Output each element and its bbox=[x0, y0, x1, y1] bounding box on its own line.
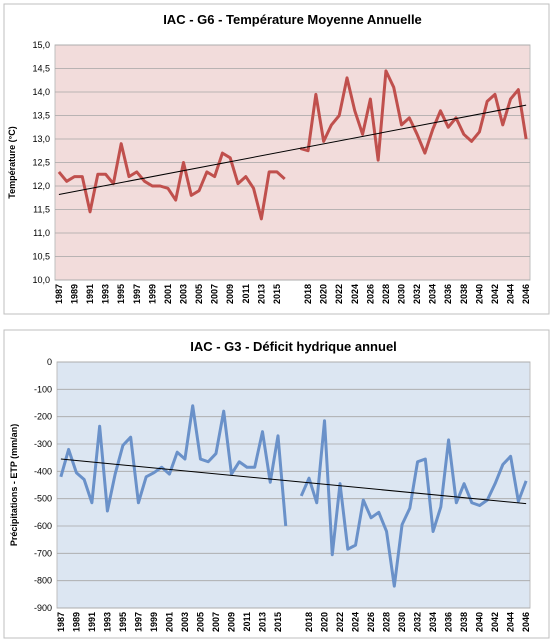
y-tick-label: -300 bbox=[34, 439, 52, 449]
x-tick-label: 2034 bbox=[428, 284, 438, 304]
x-tick-label: 2036 bbox=[443, 284, 453, 304]
x-tick-label: 1989 bbox=[69, 284, 79, 304]
x-tick-label: 2020 bbox=[319, 284, 329, 304]
y-tick-label: 15,0 bbox=[32, 40, 50, 50]
chart-title: IAC - G3 - Déficit hydrique annuel bbox=[190, 339, 397, 354]
x-tick-label: 1995 bbox=[116, 284, 126, 304]
chart-title: IAC - G6 - Température Moyenne Annuelle bbox=[163, 12, 422, 27]
x-tick-label: 2001 bbox=[163, 284, 173, 304]
x-tick-label: 2015 bbox=[273, 612, 283, 632]
y-tick-label: 11,0 bbox=[33, 228, 50, 238]
y-tick-label: 13,0 bbox=[32, 134, 50, 144]
x-tick-label: 2007 bbox=[210, 284, 220, 304]
y-tick-label: -600 bbox=[34, 521, 52, 531]
x-tick-label: 2011 bbox=[242, 612, 252, 632]
y-tick-label: -400 bbox=[34, 466, 52, 476]
x-tick-label: 2044 bbox=[506, 284, 516, 304]
x-tick-label: 2003 bbox=[178, 284, 188, 304]
x-tick-label: 2038 bbox=[459, 612, 469, 632]
x-tick-label: 2028 bbox=[382, 612, 392, 632]
y-tick-label: -700 bbox=[34, 548, 52, 558]
x-tick-label: 2009 bbox=[225, 284, 235, 304]
x-tick-label: 1989 bbox=[71, 612, 81, 632]
y-tick-label: 12,5 bbox=[32, 158, 50, 168]
x-tick-label: 1991 bbox=[85, 284, 95, 304]
trend-line bbox=[60, 458, 527, 505]
y-tick-label: 11,5 bbox=[33, 205, 50, 215]
y-tick-label: 0 bbox=[47, 357, 52, 367]
x-tick-label: 2011 bbox=[241, 284, 251, 304]
x-tick-label: 2042 bbox=[490, 612, 500, 632]
x-tick-label: 1995 bbox=[118, 612, 128, 632]
x-tick-label: 1993 bbox=[101, 284, 111, 304]
x-tick-label: 2042 bbox=[490, 284, 500, 304]
x-tick-label: 2005 bbox=[194, 284, 204, 304]
y-tick-label: -800 bbox=[34, 576, 52, 586]
y-tick-label: 10,5 bbox=[32, 252, 50, 262]
y-tick-label: 14,0 bbox=[32, 87, 50, 97]
x-tick-label: 2030 bbox=[397, 612, 407, 632]
x-tick-label: 2018 bbox=[304, 612, 314, 632]
y-tick-label: -900 bbox=[34, 603, 52, 613]
x-tick-label: 2026 bbox=[366, 612, 376, 632]
x-tick-label: 2024 bbox=[350, 284, 360, 304]
x-tick-label: 2028 bbox=[381, 284, 391, 304]
x-tick-label: 2020 bbox=[320, 612, 330, 632]
x-tick-label: 2009 bbox=[226, 612, 236, 632]
data-line bbox=[59, 404, 528, 588]
x-tick-label: 1997 bbox=[133, 612, 143, 632]
x-tick-label: 2032 bbox=[413, 612, 423, 632]
x-tick-label: 2038 bbox=[459, 284, 469, 304]
x-tick-label: 2001 bbox=[164, 612, 174, 632]
x-tick-label: 2007 bbox=[211, 612, 221, 632]
x-tick-label: 2046 bbox=[521, 612, 531, 632]
x-tick-label: 2030 bbox=[397, 284, 407, 304]
x-tick-label: 2026 bbox=[365, 284, 375, 304]
x-tick-label: 1987 bbox=[54, 284, 64, 304]
x-tick-label: 2015 bbox=[272, 284, 282, 304]
x-tick-label: 2046 bbox=[521, 284, 531, 304]
x-tick-label: 2036 bbox=[444, 612, 454, 632]
y-tick-label: -200 bbox=[34, 412, 52, 422]
y-tick-label: 10,0 bbox=[32, 275, 50, 285]
x-tick-label: 2018 bbox=[303, 284, 313, 304]
y-tick-label: -100 bbox=[34, 384, 52, 394]
y-tick-label: 12,0 bbox=[32, 181, 50, 191]
plot-background bbox=[56, 361, 531, 609]
x-tick-label: 1999 bbox=[149, 612, 159, 632]
y-tick-label: -500 bbox=[34, 494, 52, 504]
x-tick-label: 2022 bbox=[335, 612, 345, 632]
trend-line bbox=[58, 104, 527, 195]
x-tick-label: 2044 bbox=[506, 612, 516, 632]
x-tick-label: 2022 bbox=[334, 284, 344, 304]
x-tick-label: 1991 bbox=[87, 612, 97, 632]
x-tick-label: 2005 bbox=[195, 612, 205, 632]
x-tick-label: 2024 bbox=[351, 612, 361, 632]
x-tick-label: 2013 bbox=[256, 284, 266, 304]
x-tick-label: 2003 bbox=[180, 612, 190, 632]
y-axis-label: Précipitations - ETP (mm/an) bbox=[9, 424, 19, 546]
x-tick-label: 1997 bbox=[132, 284, 142, 304]
x-tick-label: 1987 bbox=[56, 612, 66, 632]
x-tick-label: 2040 bbox=[474, 284, 484, 304]
y-tick-label: 13,5 bbox=[32, 111, 50, 121]
x-tick-label: 1999 bbox=[147, 284, 157, 304]
y-tick-label: 14,5 bbox=[32, 64, 50, 74]
x-tick-label: 2040 bbox=[475, 612, 485, 632]
data-line bbox=[57, 69, 528, 221]
x-tick-label: 2013 bbox=[257, 612, 267, 632]
x-tick-label: 1993 bbox=[102, 612, 112, 632]
x-tick-label: 2034 bbox=[428, 612, 438, 632]
y-axis-label: Température (°C) bbox=[7, 126, 17, 198]
x-tick-label: 2032 bbox=[412, 284, 422, 304]
